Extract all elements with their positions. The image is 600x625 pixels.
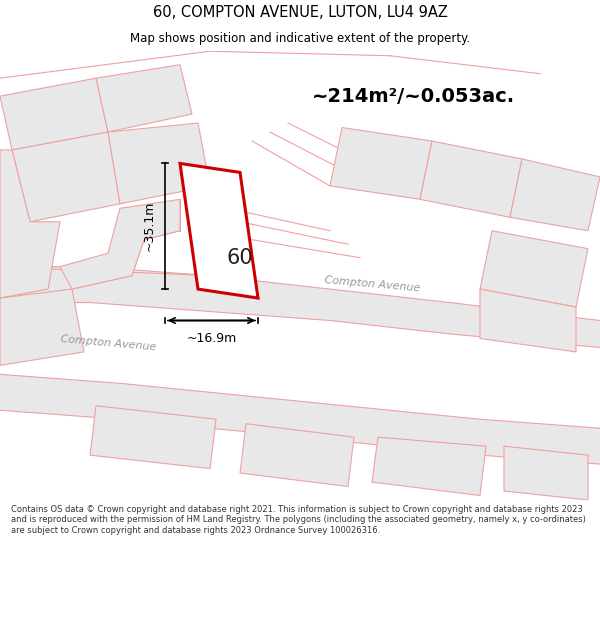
- Text: 60, COMPTON AVENUE, LUTON, LU4 9AZ: 60, COMPTON AVENUE, LUTON, LU4 9AZ: [152, 5, 448, 20]
- Polygon shape: [330, 127, 432, 199]
- Text: Compton Avenue: Compton Avenue: [59, 334, 157, 352]
- Polygon shape: [372, 437, 486, 496]
- Polygon shape: [0, 374, 600, 464]
- Text: ~214m²/~0.053ac.: ~214m²/~0.053ac.: [312, 87, 515, 106]
- Polygon shape: [0, 150, 60, 298]
- Text: Map shows position and indicative extent of the property.: Map shows position and indicative extent…: [130, 32, 470, 45]
- Polygon shape: [504, 446, 588, 500]
- Text: Compton Avenue: Compton Avenue: [323, 276, 421, 294]
- Polygon shape: [60, 199, 180, 289]
- Polygon shape: [510, 159, 600, 231]
- Polygon shape: [0, 267, 600, 348]
- Text: ~35.1m: ~35.1m: [143, 201, 156, 251]
- Polygon shape: [180, 163, 258, 298]
- Text: ~16.9m: ~16.9m: [187, 332, 236, 345]
- Polygon shape: [0, 78, 108, 150]
- Polygon shape: [108, 123, 210, 204]
- Polygon shape: [96, 65, 192, 132]
- Polygon shape: [0, 289, 84, 366]
- Polygon shape: [12, 132, 120, 222]
- Polygon shape: [420, 141, 522, 218]
- Polygon shape: [90, 406, 216, 469]
- Text: 60: 60: [227, 248, 253, 268]
- Polygon shape: [480, 289, 576, 352]
- Polygon shape: [480, 231, 588, 307]
- Polygon shape: [240, 424, 354, 486]
- Text: Contains OS data © Crown copyright and database right 2021. This information is : Contains OS data © Crown copyright and d…: [11, 505, 586, 535]
